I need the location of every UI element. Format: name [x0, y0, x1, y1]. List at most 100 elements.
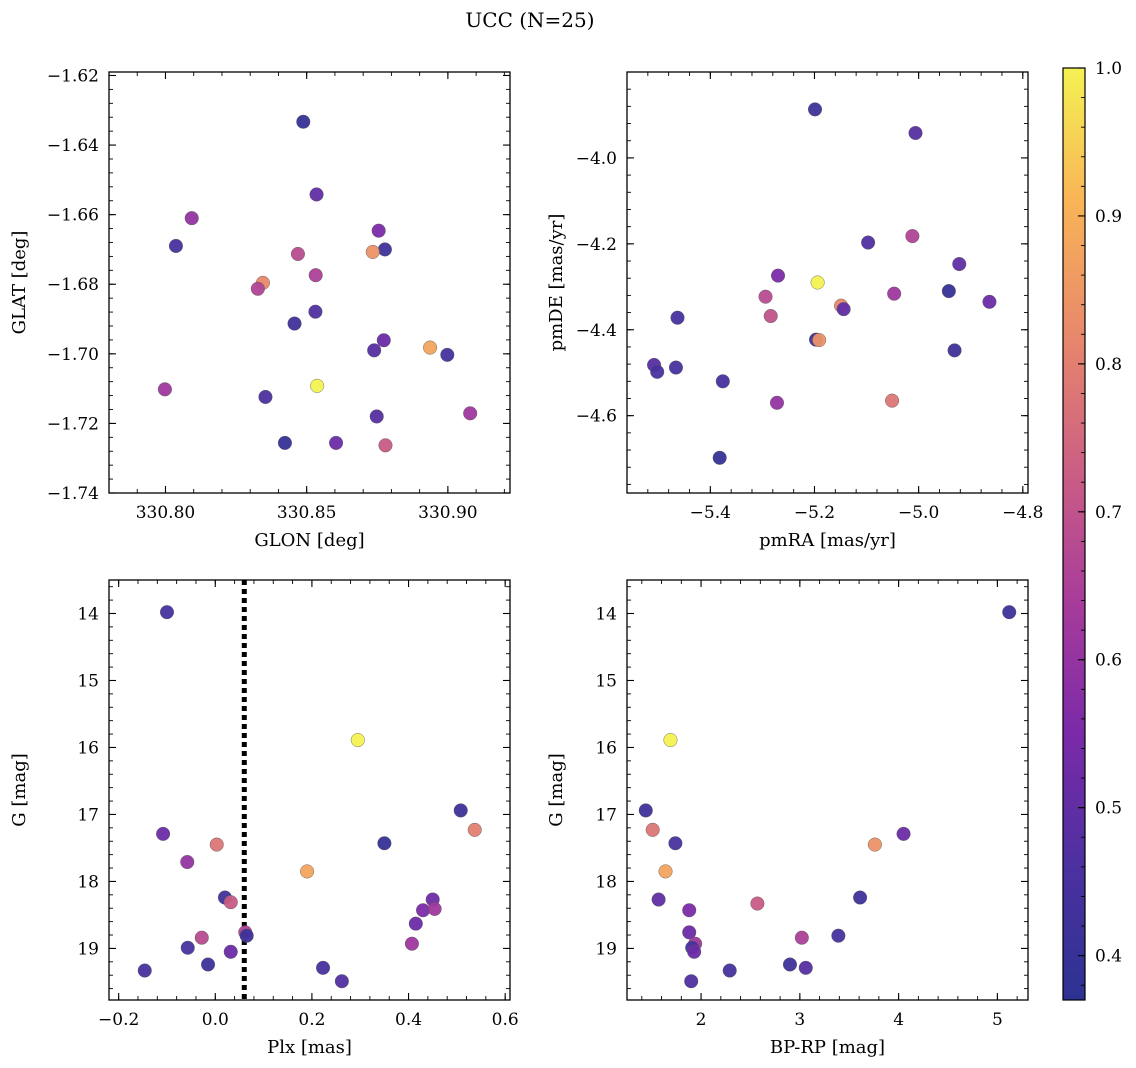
- data-point: [316, 960, 331, 975]
- data-point: [758, 289, 773, 304]
- y-tick-label: 16: [77, 738, 99, 758]
- data-point: [378, 438, 393, 453]
- y-tick-label: 18: [595, 872, 617, 892]
- data-point: [310, 378, 325, 393]
- scatter-points: [137, 605, 482, 989]
- y-tick-label: −4.0: [576, 149, 617, 169]
- x-axis-label: GLON [deg]: [254, 530, 364, 551]
- data-point: [180, 855, 195, 870]
- x-tick-label: −0.2: [98, 1010, 139, 1030]
- data-point: [853, 890, 868, 905]
- data-point: [250, 281, 265, 296]
- axes-frame: [626, 579, 1029, 1001]
- data-point: [453, 803, 468, 818]
- data-point: [812, 333, 827, 348]
- x-tick-label: 0.2: [298, 1010, 325, 1030]
- colorbar-gradient: [1062, 67, 1086, 1001]
- y-tick-label: −1.74: [47, 484, 99, 504]
- figure-title: UCC (N=25): [465, 8, 594, 32]
- y-tick-label: −1.72: [47, 414, 99, 434]
- data-point: [440, 347, 455, 362]
- data-point: [180, 940, 195, 955]
- x-tick-label: −5.2: [794, 503, 835, 523]
- data-point: [715, 374, 730, 389]
- y-tick-label: 15: [595, 671, 617, 691]
- data-point: [223, 944, 238, 959]
- data-point: [885, 393, 900, 408]
- y-axis-label: GLAT [deg]: [9, 231, 30, 335]
- data-point: [184, 211, 199, 226]
- y-tick-label: −1.64: [47, 136, 99, 156]
- scatter-points: [638, 605, 1017, 989]
- data-point: [427, 901, 442, 916]
- data-point: [663, 733, 678, 748]
- data-point: [836, 302, 851, 317]
- data-point: [157, 382, 172, 397]
- data-point: [905, 229, 920, 244]
- colorbar-tick-label: 0.9: [1095, 207, 1122, 227]
- data-point: [650, 364, 665, 379]
- data-point: [308, 268, 323, 283]
- data-point: [300, 864, 315, 879]
- colorbar-tick-label: 0.7: [1095, 503, 1122, 523]
- y-tick-label: 17: [595, 805, 617, 825]
- data-point: [831, 928, 846, 943]
- x-tick-label: −5.4: [690, 503, 731, 523]
- data-point: [682, 925, 697, 940]
- scatter-points: [647, 102, 997, 465]
- data-point: [404, 936, 419, 951]
- colorbar-tick-label: 0.5: [1095, 799, 1122, 819]
- y-tick-label: 19: [77, 939, 99, 959]
- data-point: [782, 957, 797, 972]
- data-point: [808, 102, 823, 117]
- data-point: [239, 928, 254, 943]
- y-axis-label: pmDE [mas/yr]: [546, 214, 567, 352]
- y-tick-label: −4.4: [576, 321, 617, 341]
- data-point: [308, 304, 323, 319]
- data-point: [750, 896, 765, 911]
- data-point: [638, 803, 653, 818]
- x-axis-label: pmRA [mas/yr]: [759, 530, 896, 551]
- x-tick-label: 330.85: [277, 503, 336, 523]
- data-point: [309, 187, 324, 202]
- data-point: [223, 895, 238, 910]
- y-tick-label: 17: [77, 805, 99, 825]
- data-point: [668, 836, 683, 851]
- colorbar: 0.4 0.5 0.6 0.7 0.8 0.9 1.0: [1062, 59, 1122, 1001]
- data-point: [334, 974, 349, 989]
- data-point: [941, 284, 956, 299]
- x-tick-label: 0.6: [492, 1010, 519, 1030]
- data-point: [670, 310, 685, 325]
- data-point: [408, 916, 423, 931]
- y-tick-label: −4.6: [576, 407, 617, 427]
- y-axis-label: G [mag]: [546, 753, 567, 826]
- data-point: [687, 944, 702, 959]
- y-tick-label: −1.62: [47, 66, 99, 86]
- x-tick-label: 0.0: [202, 1010, 229, 1030]
- data-point: [982, 294, 997, 309]
- panel-pmra-pmde: −5.4 −5.2 −5.0 −4.8 −4.6 −4.4 −4.2 −4.0 pmRA [ma…: [546, 71, 1043, 551]
- data-point: [423, 340, 438, 355]
- data-point: [371, 223, 386, 238]
- x-tick-label: 4: [893, 1010, 904, 1030]
- data-point: [463, 406, 478, 421]
- data-point: [908, 126, 923, 141]
- data-point: [763, 309, 778, 324]
- x-tick-label: 3: [794, 1010, 805, 1030]
- data-point: [137, 963, 152, 978]
- data-point: [287, 316, 302, 331]
- data-point: [159, 605, 174, 620]
- data-point: [467, 822, 482, 837]
- x-tick-label: 5: [992, 1010, 1003, 1030]
- axes-frame: [108, 579, 511, 1001]
- data-point: [350, 733, 365, 748]
- data-point: [367, 343, 382, 358]
- data-point: [887, 286, 902, 301]
- panel-bprp-g: 2 3 4 5 14 15 16 17 18 19 BP-RP [mag] G [mag]: [546, 579, 1029, 1058]
- data-point: [377, 242, 392, 257]
- data-point: [201, 957, 216, 972]
- data-point: [798, 960, 813, 975]
- data-point: [684, 974, 699, 989]
- axes-frame: [108, 71, 511, 494]
